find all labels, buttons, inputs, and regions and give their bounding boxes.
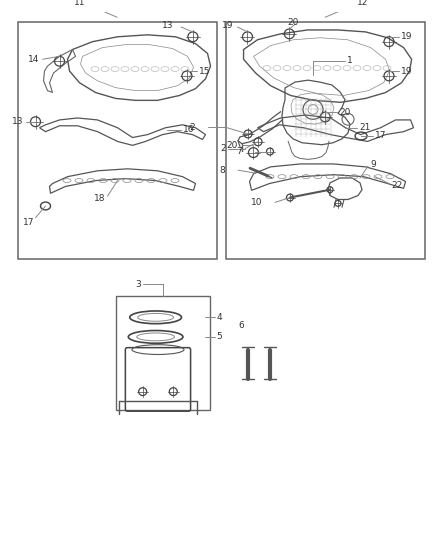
Text: 16: 16	[183, 125, 194, 134]
Text: 17: 17	[22, 218, 34, 227]
Text: 20: 20	[288, 18, 299, 27]
Text: 7: 7	[236, 147, 242, 156]
Text: 11: 11	[74, 0, 85, 7]
Bar	[18, 22, 217, 260]
Text: 1: 1	[347, 56, 353, 65]
Text: 20: 20	[226, 141, 237, 150]
Text: 2: 2	[189, 123, 195, 132]
Text: 12: 12	[357, 0, 369, 7]
Text: 17: 17	[375, 132, 387, 141]
Text: 5: 5	[216, 333, 222, 341]
Text: 22: 22	[391, 181, 402, 190]
Text: 18: 18	[94, 193, 106, 203]
Text: 20: 20	[339, 108, 350, 117]
Bar	[116, 296, 210, 410]
Text: 6: 6	[238, 321, 244, 329]
Text: 14: 14	[28, 55, 39, 64]
Text: 19: 19	[222, 21, 233, 29]
Bar	[226, 22, 425, 260]
Text: 13: 13	[12, 117, 24, 126]
Text: 2: 2	[220, 144, 226, 153]
Text: 10: 10	[251, 198, 262, 207]
Text: 8: 8	[219, 166, 225, 175]
Text: 15: 15	[199, 67, 210, 76]
Text: 21: 21	[359, 123, 371, 132]
Text: 4: 4	[216, 313, 222, 322]
Text: 19: 19	[401, 33, 413, 41]
Text: 19: 19	[401, 67, 413, 76]
Text: 9: 9	[370, 160, 376, 169]
Text: 13: 13	[162, 21, 173, 29]
Text: 3: 3	[135, 280, 141, 288]
